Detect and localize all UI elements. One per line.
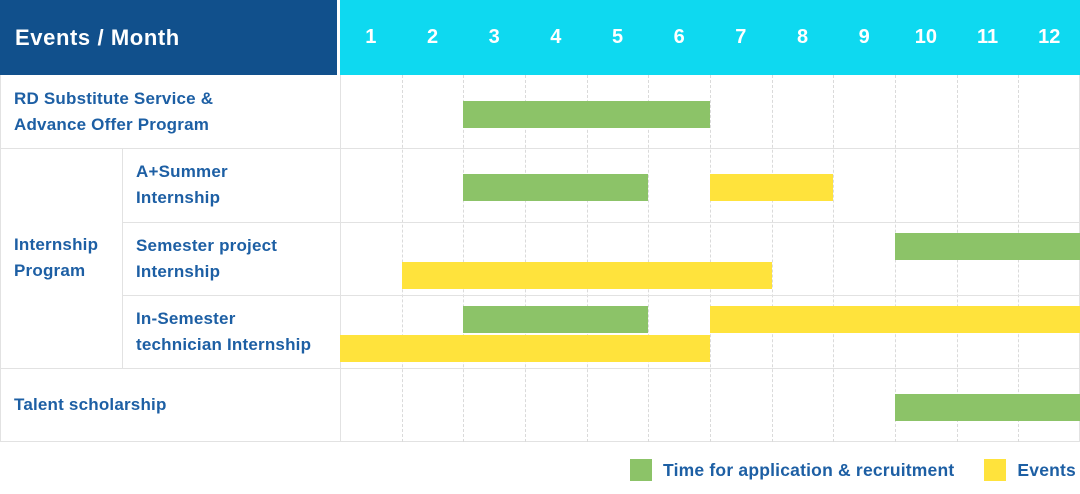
month-gridline-8 xyxy=(833,75,834,442)
month-gridline-6 xyxy=(710,75,711,442)
event-swatch-icon xyxy=(984,459,1007,481)
group-subcolumn-divider xyxy=(122,148,123,368)
row-divider-1 xyxy=(0,148,1080,149)
row-divider-2 xyxy=(122,222,1080,223)
table-bottom-border xyxy=(0,441,1080,442)
legend-label-application: Time for application & recruitment xyxy=(663,459,955,480)
events-table: Events / Month 1 2 3 4 5 6 7 8 9 10 11 12 Internshi… xyxy=(0,0,1080,442)
row-label-rd-substitute-service-advance-offer-program: RD Substitute Service & Advance Offer Pr… xyxy=(14,88,214,134)
table-body: Internship Program RD Substitute Service … xyxy=(0,75,1080,442)
row-label-semester-project-internship: Semester project Internship xyxy=(136,235,278,281)
month-gridline-5 xyxy=(648,75,649,442)
month-gridline-4 xyxy=(587,75,588,442)
month-header-3: 3 xyxy=(488,26,500,48)
month-header-8: 8 xyxy=(796,26,809,48)
month-gridline-3 xyxy=(525,75,526,442)
month-header-10: 10 xyxy=(914,26,937,48)
month-header-6: 6 xyxy=(673,26,685,48)
month-header-5: 5 xyxy=(611,26,624,48)
row-label-talent-scholarship: Talent scholarship xyxy=(14,395,167,414)
legend: Time for application & recruitment Events xyxy=(0,453,1076,487)
month-header-2: 2 xyxy=(426,26,439,48)
month-header-11: 11 xyxy=(976,26,999,48)
event-bar-in-semester-technician-internship-2 xyxy=(340,335,710,362)
month-header-7: 7 xyxy=(735,26,747,48)
month-header-9: 9 xyxy=(858,26,870,48)
month-gridline-1 xyxy=(402,75,403,442)
table-left-border xyxy=(0,75,1,442)
application-bar-a-plus-summer-internship-0 xyxy=(463,174,648,201)
month-gridline-2 xyxy=(463,75,464,442)
application-bar-in-semester-technician-internship-0 xyxy=(463,306,648,333)
application-bar-talent-scholarship-0 xyxy=(895,394,1080,421)
table-header-row: Events / Month 1 2 3 4 5 6 7 8 9 10 11 12 xyxy=(0,0,1080,75)
row-divider-3 xyxy=(122,295,1080,296)
application-bar-rd-substitute-service-advance-offer-program-0 xyxy=(463,101,710,128)
application-swatch-icon xyxy=(630,459,653,481)
row-label-a-plus-summer-internship: A+Summer Internship xyxy=(136,162,228,207)
table-title: Events / Month xyxy=(15,24,180,50)
events-month-header-cell: Events / Month xyxy=(0,0,340,75)
event-bar-semester-project-internship-1 xyxy=(402,262,772,289)
month-header-row: 1 2 3 4 5 6 7 8 9 10 11 12 xyxy=(340,0,1080,75)
event-bar-in-semester-technician-internship-1 xyxy=(710,306,1080,333)
legend-item-event: Events xyxy=(984,459,1076,481)
row-divider-4 xyxy=(0,368,1080,369)
month-gridline-7 xyxy=(772,75,773,442)
label-chart-divider xyxy=(340,75,341,442)
event-bar-a-plus-summer-internship-1 xyxy=(710,174,833,201)
month-header-1: 1 xyxy=(365,26,377,48)
legend-item-application: Time for application & recruitment xyxy=(630,459,954,481)
application-bar-semester-project-internship-0 xyxy=(895,233,1080,260)
legend-label-event: Events xyxy=(1017,459,1076,480)
group-label-internship-program: Internship Program xyxy=(14,235,99,280)
month-header-12: 12 xyxy=(1038,26,1061,48)
row-label-in-semester-technician-internship: In-Semester technician Internship xyxy=(136,308,312,354)
month-header-4: 4 xyxy=(550,26,562,48)
